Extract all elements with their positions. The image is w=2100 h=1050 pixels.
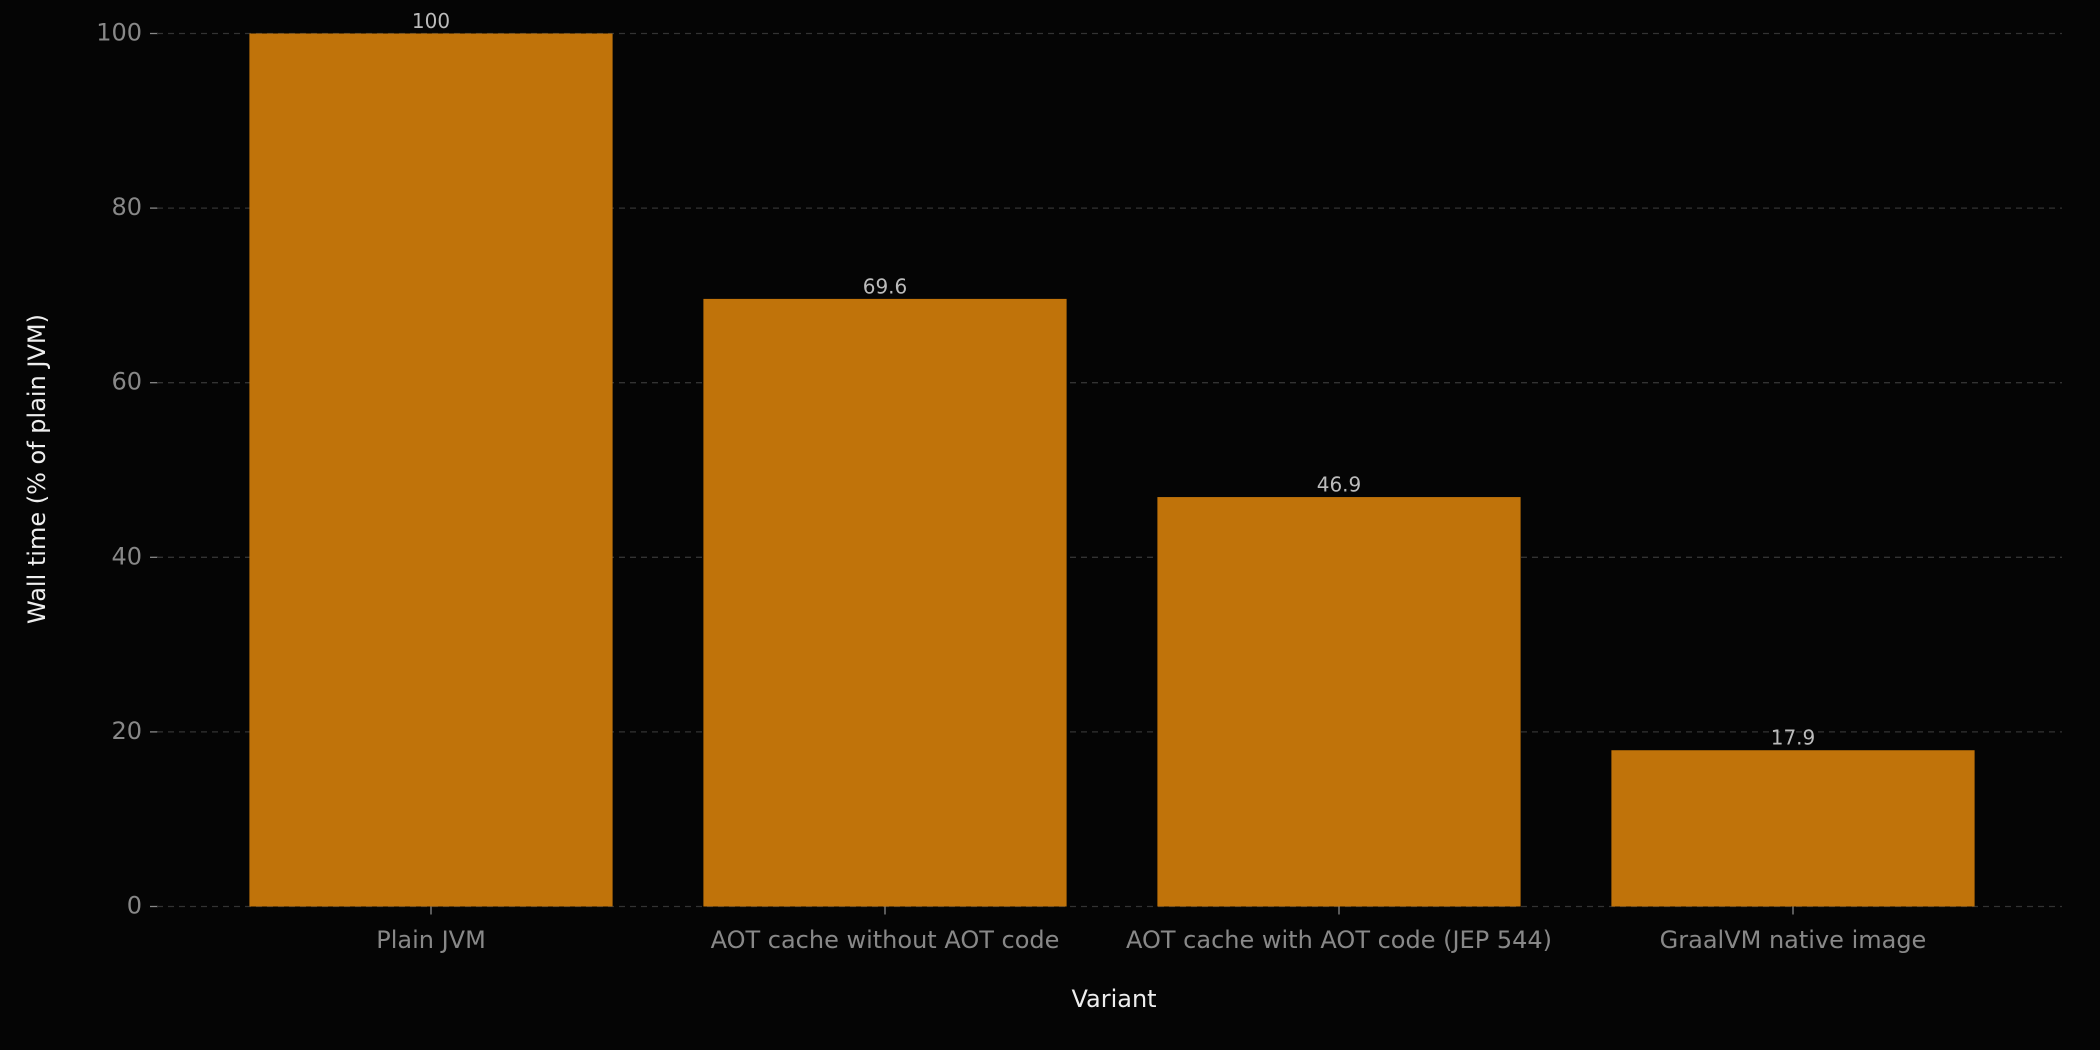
- x-tick-label: Plain JVM: [376, 926, 486, 954]
- bar: [703, 298, 1067, 907]
- x-tick-label: AOT cache without AOT code: [711, 926, 1060, 954]
- y-tick-label: 0: [127, 892, 142, 920]
- x-tick-label: AOT cache with AOT code (JEP 544): [1126, 926, 1552, 954]
- y-tick-label: 80: [111, 193, 142, 221]
- value-label: 17.9: [1771, 726, 1816, 750]
- y-tick-label: 40: [111, 542, 142, 570]
- value-label: 100: [412, 9, 450, 33]
- y-tick-label: 20: [111, 717, 142, 745]
- value-label: 46.9: [1317, 473, 1362, 497]
- bar: [1157, 497, 1521, 907]
- x-tick-label: GraalVM native image: [1660, 926, 1927, 954]
- bar: [1611, 750, 1975, 907]
- y-tick-label: 60: [111, 368, 142, 396]
- x-axis-label: Variant: [1071, 985, 1156, 1013]
- value-label: 69.6: [863, 274, 908, 298]
- y-tick-label: 100: [96, 19, 142, 47]
- y-axis-label: Wall time (% of plain JVM): [23, 314, 51, 624]
- bar: [249, 33, 613, 907]
